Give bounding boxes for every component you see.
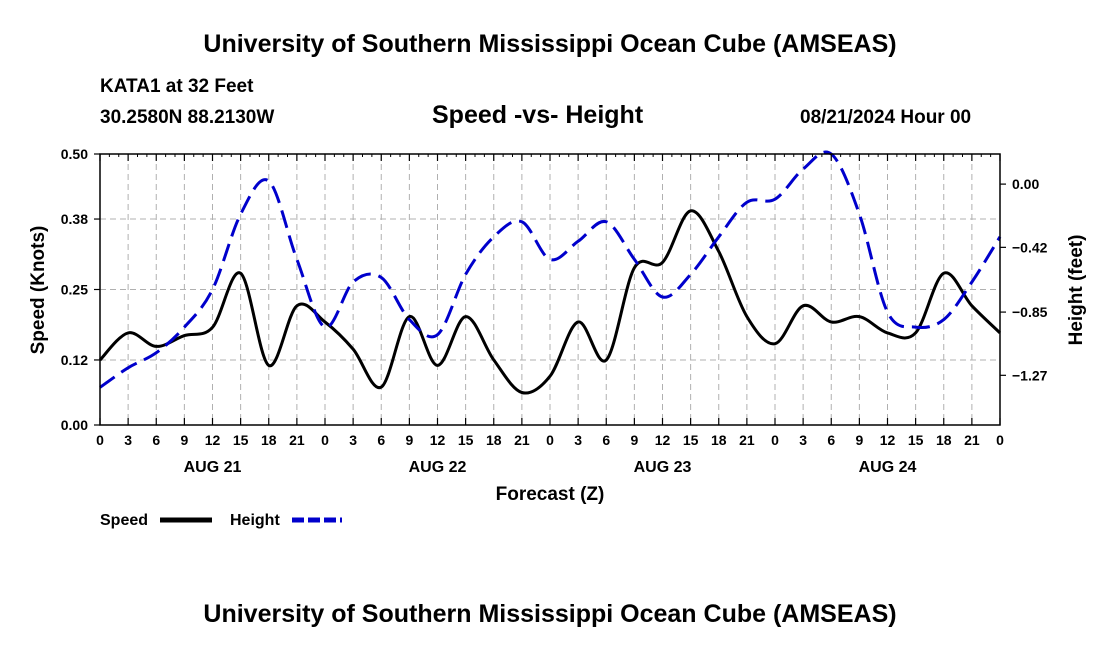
forecast-datetime: 08/21/2024 Hour 00: [800, 107, 972, 128]
x-tick-label: 15: [908, 432, 924, 448]
y-right-tick-label: 0.00: [1012, 176, 1039, 192]
x-tick-label: 3: [574, 432, 582, 448]
x-tick-label: 9: [180, 432, 188, 448]
x-tick-label: 12: [655, 432, 671, 448]
y-axis-left-title: Speed (Knots): [28, 226, 49, 355]
page-title: University of Southern Mississippi Ocean…: [203, 30, 897, 58]
y-left-tick-label: 0.38: [61, 211, 88, 227]
x-tick-label: 6: [827, 432, 835, 448]
y-left-tick-label: 0.12: [61, 352, 88, 368]
x-tick-label: 9: [855, 432, 863, 448]
x-tick-label: 15: [233, 432, 249, 448]
day-label: AUG 22: [409, 459, 467, 476]
coordinates-label: 30.2580N 88.2130W: [100, 107, 275, 128]
x-tick-label: 9: [630, 432, 638, 448]
x-tick-label: 0: [546, 432, 554, 448]
x-tick-label: 18: [711, 432, 727, 448]
day-label: AUG 21: [184, 459, 242, 476]
legend-label-speed: Speed: [100, 512, 148, 529]
x-tick-label: 15: [683, 432, 699, 448]
x-tick-label: 12: [880, 432, 896, 448]
x-tick-label: 18: [486, 432, 502, 448]
tick-labels: 0 3 6 9 12 15 18 21 0 3 6 9 12 15 18 21 0 3 6 9 12 15 18 21 0 3 6 9…: [61, 146, 1048, 476]
x-tick-label: 6: [377, 432, 385, 448]
x-tick-label: 15: [458, 432, 474, 448]
y-left-tick-label: 0.00: [61, 417, 88, 433]
y-right-tick-label: −1.27: [1012, 367, 1048, 383]
x-tick-label: 18: [936, 432, 952, 448]
y-right-tick-label: −0.42: [1012, 239, 1048, 255]
x-tick-label: 0: [321, 432, 329, 448]
x-tick-label: 0: [996, 432, 1004, 448]
footer-title: University of Southern Mississippi Ocean…: [203, 600, 897, 628]
x-tick-label: 12: [205, 432, 221, 448]
x-tick-label: 21: [514, 432, 530, 448]
x-tick-label: 6: [602, 432, 610, 448]
x-tick-label: 21: [289, 432, 305, 448]
x-tick-label: 0: [96, 432, 104, 448]
x-tick-label: 21: [739, 432, 755, 448]
x-axis-title: Forecast (Z): [496, 484, 605, 505]
axes: [94, 153, 1006, 426]
x-tick-label: 6: [152, 432, 160, 448]
legend-label-height: Height: [230, 512, 280, 529]
legend: Speed Height: [100, 512, 342, 529]
x-tick-label: 3: [349, 432, 357, 448]
series-layer: [98, 150, 1002, 395]
grid: [100, 154, 1000, 425]
series-line-speed: [98, 209, 1002, 395]
x-tick-label: 3: [124, 432, 132, 448]
chart-title: Speed -vs- Height: [432, 101, 644, 129]
day-label: AUG 24: [859, 459, 917, 476]
x-tick-label: 0: [771, 432, 779, 448]
y-right-tick-label: −0.85: [1012, 304, 1048, 320]
y-left-tick-label: 0.25: [61, 282, 88, 298]
day-label: AUG 23: [634, 459, 692, 476]
x-tick-label: 3: [799, 432, 807, 448]
x-tick-label: 18: [261, 432, 277, 448]
x-tick-label: 12: [430, 432, 446, 448]
x-tick-label: 9: [405, 432, 413, 448]
y-left-tick-label: 0.50: [61, 146, 88, 162]
x-tick-label: 21: [964, 432, 980, 448]
station-label: KATA1 at 32 Feet: [100, 76, 254, 97]
y-axis-right-title: Height (feet): [1066, 235, 1087, 346]
series-line-height: [99, 150, 1002, 389]
